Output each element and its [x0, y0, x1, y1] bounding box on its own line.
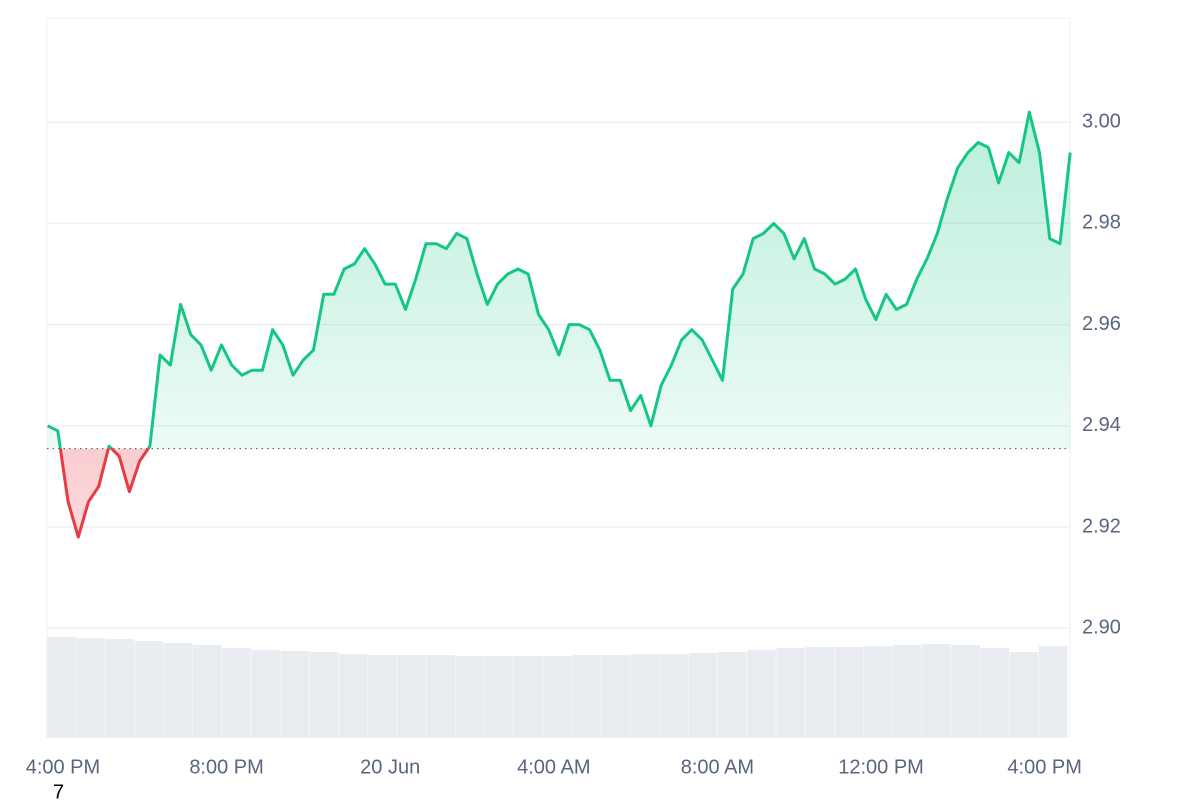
volume-bar	[105, 639, 135, 738]
volume-bar	[834, 647, 864, 738]
y-tick-label: 2.96	[1082, 313, 1121, 335]
volume-bar	[367, 655, 397, 738]
volume-bar	[542, 656, 572, 738]
volume-bar	[601, 655, 630, 738]
volume-bar	[805, 647, 835, 738]
volume-bar	[630, 654, 660, 738]
y-tick-label: 2.90	[1082, 616, 1121, 638]
x-tick-label: 8:00 AM	[681, 756, 754, 778]
volume-bar	[47, 637, 76, 738]
volume-bar	[484, 656, 514, 738]
volume-bar	[951, 645, 980, 738]
volume-bar	[776, 648, 805, 738]
x-tick-label: 4:00 PM	[1007, 756, 1081, 778]
price-area	[47, 112, 1071, 538]
volume-bar	[397, 655, 426, 738]
x-tick-label: 8:00 PM	[189, 756, 263, 778]
volume-bar	[1009, 652, 1039, 738]
volume-bar	[251, 650, 280, 738]
volume-bar	[455, 656, 485, 738]
y-tick-label: 3.00	[1082, 111, 1121, 133]
volume-bar	[980, 648, 1010, 738]
y-tick-label: 2.94	[1082, 414, 1121, 436]
volume-bar	[222, 648, 251, 738]
volume-bar	[309, 652, 339, 738]
volume-bar	[513, 656, 543, 738]
x-tick-label: 20 Jun	[360, 756, 420, 778]
x-tick-label: 4:00 PM	[26, 756, 100, 778]
y-tick-label: 2.92	[1082, 515, 1121, 537]
volume-bar	[717, 652, 747, 738]
volume-bar	[426, 655, 455, 738]
volume-bar	[192, 645, 222, 738]
volume-bar	[688, 653, 718, 738]
volume-bar	[76, 638, 105, 738]
volume-bar	[280, 651, 310, 738]
volume-bar	[863, 646, 893, 738]
x-tick-label: 12:00 PM	[838, 756, 924, 778]
x-tick-label: 4:00 AM	[517, 756, 590, 778]
volume-bar	[747, 650, 776, 738]
volume-bar	[163, 643, 193, 738]
volume-bar	[922, 644, 951, 738]
volume-bar	[134, 641, 164, 738]
volume-bar	[572, 655, 601, 738]
volume-bar	[1038, 646, 1068, 738]
volume-bar	[338, 654, 368, 738]
volume-bar	[892, 645, 922, 738]
volume-bar	[659, 654, 689, 738]
price-line	[46, 110, 1072, 539]
annotation: 7	[53, 781, 64, 800]
y-tick-label: 2.98	[1082, 212, 1121, 234]
